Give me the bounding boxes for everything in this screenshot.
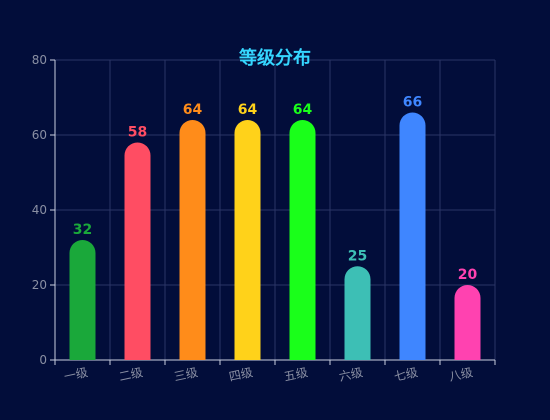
- y-tick-label: 40: [32, 203, 47, 217]
- data-label-7: 66: [403, 95, 422, 111]
- bar-7: [399, 112, 426, 361]
- data-label-6: 25: [348, 248, 367, 264]
- x-tick-label-6: 六级: [338, 365, 364, 384]
- bar-layer: [69, 112, 481, 361]
- x-tick-label-2: 二级: [118, 365, 144, 384]
- y-tick-label: 60: [32, 128, 47, 142]
- label-layer: 32 58 64 64 64 25 66 20: [73, 95, 478, 284]
- data-label-1: 32: [73, 222, 92, 238]
- chart-title: 等级分布: [239, 47, 311, 69]
- bar-2: [124, 142, 151, 360]
- x-tick-label-4: 四级: [228, 365, 254, 384]
- grid-layer: [55, 59, 496, 360]
- data-label-3: 64: [183, 102, 203, 118]
- axis-layer: 0 20 40 60 80 一级 二级 三级 四级 五级 六级 七级 八级: [32, 53, 496, 384]
- x-tick-label-1: 一级: [63, 365, 89, 384]
- bar-1: [69, 240, 96, 360]
- bar-6: [344, 266, 371, 360]
- data-label-4: 64: [238, 102, 258, 118]
- bar-3: [179, 120, 206, 360]
- y-tick-label: 80: [32, 53, 47, 67]
- x-tick-label-7: 七级: [393, 365, 419, 384]
- data-label-5: 64: [293, 102, 313, 118]
- y-tick-label: 20: [32, 278, 47, 292]
- bar-5: [289, 120, 316, 360]
- x-tick-label-5: 五级: [283, 365, 309, 384]
- data-label-8: 20: [458, 267, 478, 283]
- data-label-2: 58: [128, 125, 147, 141]
- x-tick-label-8: 八级: [448, 365, 474, 384]
- bar-8: [454, 285, 481, 360]
- y-tick-label: 0: [39, 353, 47, 367]
- x-tick-label-3: 三级: [173, 365, 199, 384]
- bar-4: [234, 120, 261, 360]
